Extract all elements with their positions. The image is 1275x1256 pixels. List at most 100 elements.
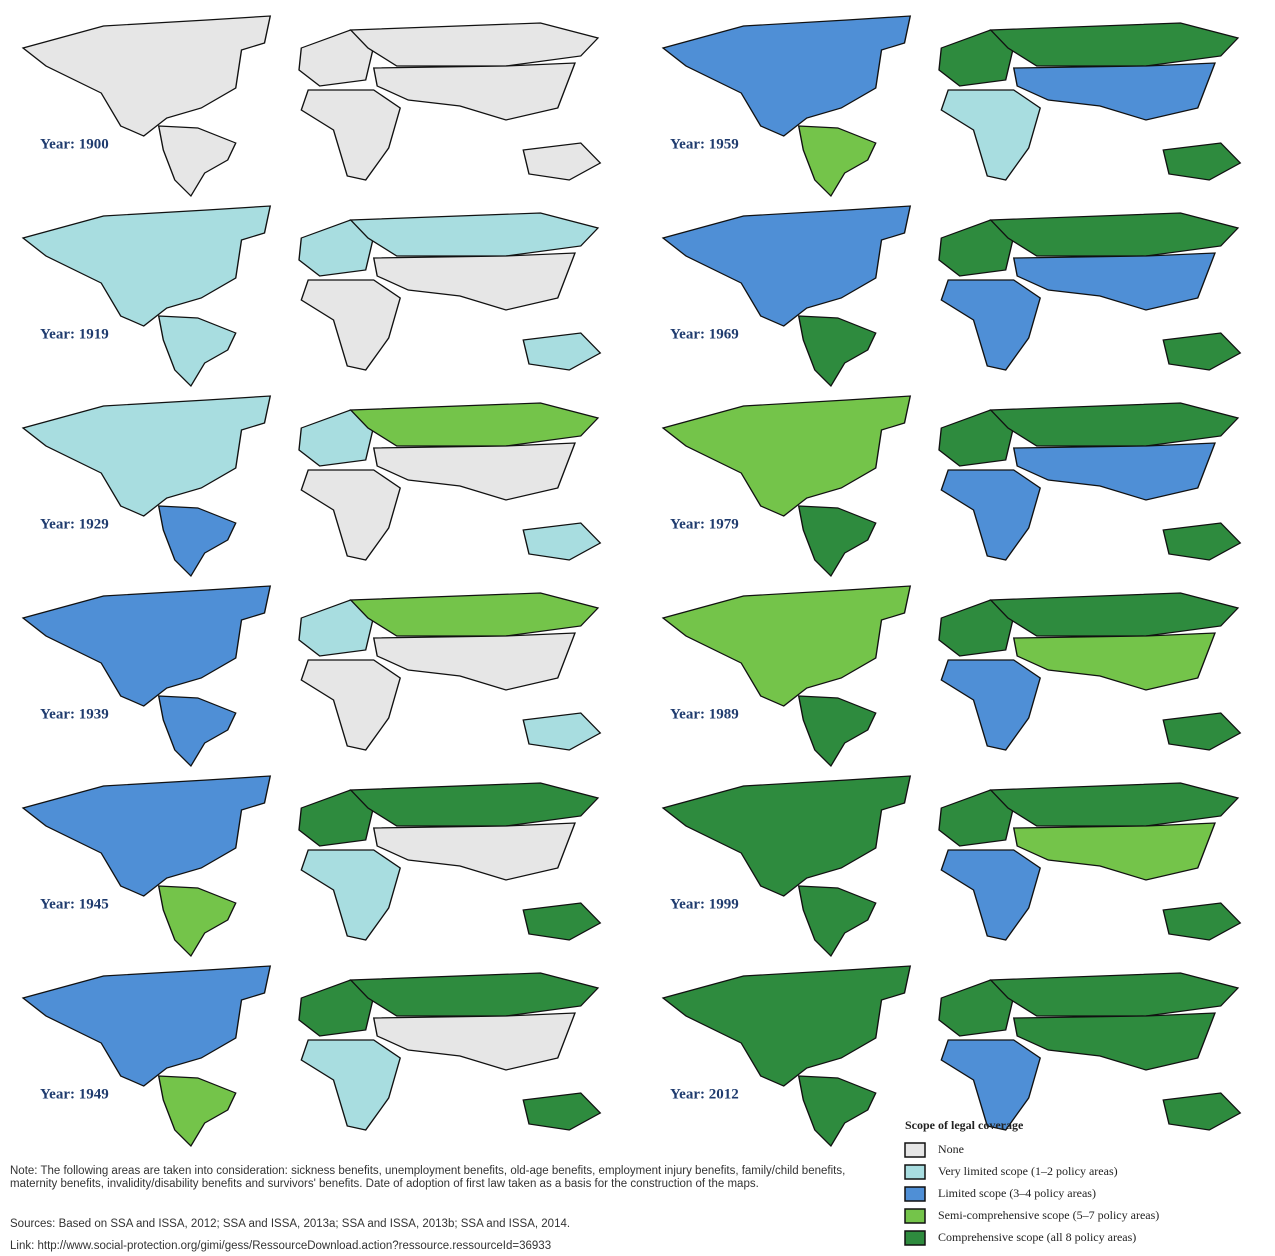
map-panel (661, 15, 1242, 198)
north-america (661, 205, 912, 327)
australia (1162, 712, 1242, 751)
russia (349, 212, 600, 257)
australia (522, 902, 602, 941)
south-america (797, 1075, 877, 1148)
map-panel (21, 965, 602, 1148)
legend-label: Very limited scope (1–2 policy areas) (938, 1164, 1118, 1178)
asia (1012, 822, 1216, 881)
russia (349, 782, 600, 827)
legend-label: Comprehensive scope (all 8 policy areas) (938, 1230, 1136, 1244)
africa (940, 279, 1041, 371)
south-america (797, 695, 877, 768)
note: Note: The following areas are taken into… (10, 1165, 846, 1190)
legend-swatch (904, 1230, 926, 1246)
south-america (157, 885, 237, 958)
africa (940, 1039, 1041, 1131)
africa (300, 659, 401, 751)
year-label: Year: 1919 (40, 326, 109, 342)
map-panel (21, 775, 602, 958)
north-america (21, 585, 272, 707)
north-america (661, 15, 912, 137)
russia (989, 782, 1240, 827)
africa (940, 659, 1041, 751)
north-america (21, 395, 272, 517)
australia (1162, 902, 1242, 941)
asia (1012, 252, 1216, 311)
sources: Sources: Based on SSA and ISSA, 2012; SS… (10, 1218, 571, 1230)
legend-swatch (904, 1208, 926, 1224)
africa (300, 1039, 401, 1131)
australia (1162, 1092, 1242, 1131)
north-america (21, 775, 272, 897)
africa (300, 469, 401, 561)
map-panel (21, 205, 602, 388)
year-label: Year: 1959 (670, 136, 739, 152)
map-panel (21, 585, 602, 768)
year-label: Year: 1939 (40, 706, 109, 722)
russia (989, 402, 1240, 447)
north-america (661, 775, 912, 897)
year-label: Year: 2012 (670, 1086, 739, 1102)
russia (989, 592, 1240, 637)
year-label: Year: 1929 (40, 516, 109, 532)
map-panel (661, 205, 1242, 388)
asia (1012, 632, 1216, 691)
legend-label: None (938, 1142, 964, 1156)
year-label: Year: 1949 (40, 1086, 109, 1102)
russia (349, 22, 600, 67)
south-america (797, 125, 877, 198)
australia (522, 1092, 602, 1131)
south-america (797, 315, 877, 388)
russia (989, 972, 1240, 1017)
asia (372, 1012, 576, 1071)
south-america (797, 885, 877, 958)
year-label: Year: 1989 (670, 706, 739, 722)
year-label: Year: 1979 (670, 516, 739, 532)
year-label: Year: 1999 (670, 896, 739, 912)
russia (989, 212, 1240, 257)
asia (1012, 442, 1216, 501)
africa (300, 89, 401, 181)
legend-title: Scope of legal coverage (905, 1118, 1024, 1132)
year-label: Year: 1969 (670, 326, 739, 342)
north-america (21, 205, 272, 327)
north-america (21, 965, 272, 1087)
north-america (661, 585, 912, 707)
australia (1162, 142, 1242, 181)
asia (372, 62, 576, 121)
north-america (661, 965, 912, 1087)
south-america (157, 505, 237, 578)
year-label: Year: 1900 (40, 136, 109, 152)
south-america (797, 505, 877, 578)
africa (940, 849, 1041, 941)
africa (300, 279, 401, 371)
australia (522, 142, 602, 181)
legend-label: Limited scope (3–4 policy areas) (938, 1186, 1096, 1200)
year-label: Year: 1945 (40, 896, 109, 912)
australia (1162, 332, 1242, 371)
africa (940, 469, 1041, 561)
russia (349, 972, 600, 1017)
legend-label: Semi-comprehensive scope (5–7 policy are… (938, 1208, 1159, 1222)
russia (349, 402, 600, 447)
russia (349, 592, 600, 637)
asia (1012, 1012, 1216, 1071)
africa (300, 849, 401, 941)
asia (372, 252, 576, 311)
australia (522, 332, 602, 371)
asia (372, 822, 576, 881)
north-america (661, 395, 912, 517)
link: Link: http://www.social-protection.org/g… (10, 1240, 552, 1252)
south-america (157, 125, 237, 198)
legend-swatch (904, 1186, 926, 1202)
map-panel (661, 395, 1242, 578)
legend-swatch (904, 1142, 926, 1158)
australia (1162, 522, 1242, 561)
south-america (157, 695, 237, 768)
map-panel (661, 775, 1242, 958)
africa (940, 89, 1041, 181)
australia (522, 522, 602, 561)
australia (522, 712, 602, 751)
